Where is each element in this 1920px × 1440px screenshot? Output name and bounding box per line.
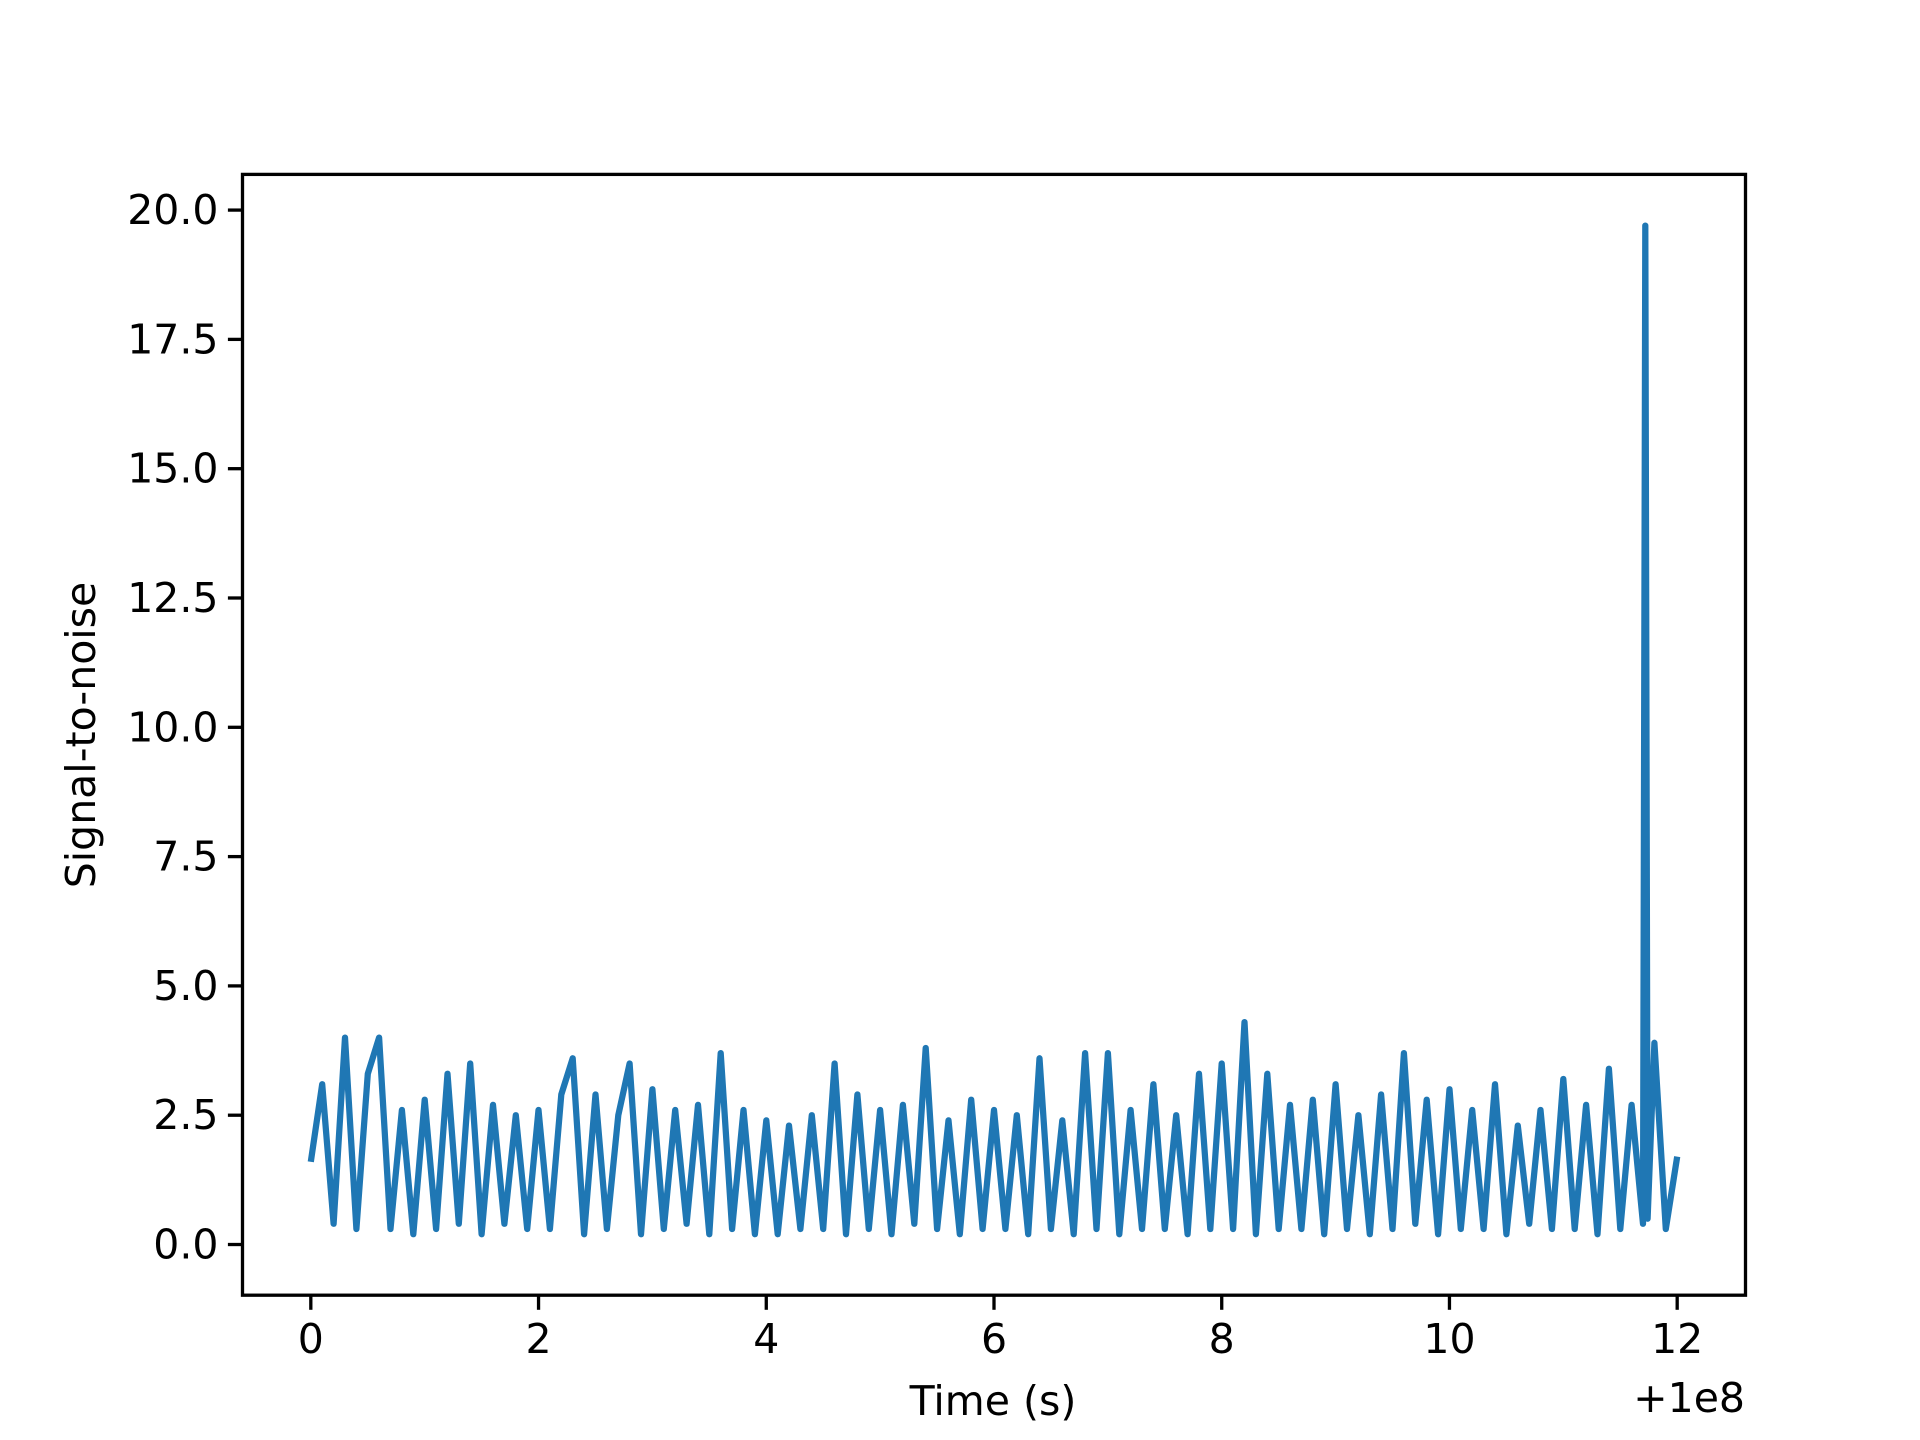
x-tick-label: 8 (1209, 1315, 1235, 1363)
series-line (307, 222, 1681, 1238)
y-tick-label: 17.5 (127, 315, 218, 363)
x-tick-label: 12 (1651, 1315, 1703, 1363)
y-axis-label: Signal-to-noise (57, 582, 105, 889)
x-axis-label: Time (s) (909, 1377, 1077, 1425)
y-tick-label: 12.5 (127, 574, 218, 622)
x-tick-label: 10 (1423, 1315, 1475, 1363)
x-tick-label: 2 (525, 1315, 551, 1363)
x-tick-label: 0 (298, 1315, 324, 1363)
x-tick-label: 4 (753, 1315, 779, 1363)
y-tick-label: 2.5 (153, 1091, 218, 1139)
x-tick-label: 6 (981, 1315, 1007, 1363)
y-tick-label: 15.0 (127, 445, 218, 493)
y-tick-label: 5.0 (153, 962, 218, 1010)
y-tick-label: 20.0 (127, 186, 218, 234)
x-offset-label: +1e8 (1633, 1374, 1745, 1422)
y-tick-label: 7.5 (153, 833, 218, 881)
y-tick-label: 0.0 (153, 1221, 218, 1269)
y-tick-label: 10.0 (127, 703, 218, 751)
